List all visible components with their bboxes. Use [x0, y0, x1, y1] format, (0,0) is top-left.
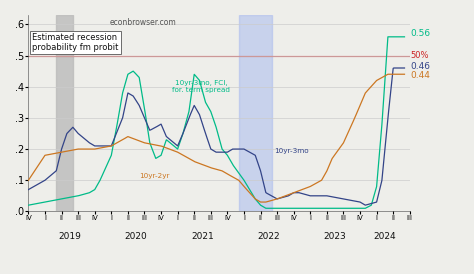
Text: Estimated recession
probability fm probit: Estimated recession probability fm probi…	[32, 33, 118, 52]
Text: 10yr-2yr: 10yr-2yr	[139, 173, 170, 179]
Text: 2021: 2021	[191, 232, 214, 241]
Text: econbrowser.com: econbrowser.com	[109, 18, 176, 27]
Text: 10yr-3mo: 10yr-3mo	[274, 148, 309, 154]
Text: 2023: 2023	[324, 232, 346, 241]
Text: 50%: 50%	[410, 51, 429, 60]
Text: 10yr-3mo, FCI,
for. term spread: 10yr-3mo, FCI, for. term spread	[172, 80, 230, 93]
Text: 0.46: 0.46	[410, 62, 430, 71]
Bar	[56, 15, 73, 212]
Bar	[239, 15, 272, 212]
Text: 0.56: 0.56	[410, 29, 430, 38]
Text: 2022: 2022	[257, 232, 280, 241]
Text: 2024: 2024	[374, 232, 396, 241]
Text: 0.44: 0.44	[410, 71, 430, 80]
Text: 2020: 2020	[125, 232, 147, 241]
Text: 2019: 2019	[58, 232, 82, 241]
